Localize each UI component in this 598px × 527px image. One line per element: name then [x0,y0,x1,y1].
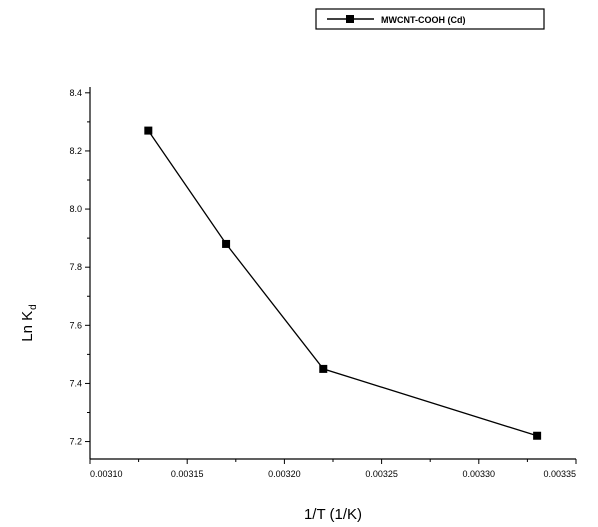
y-tick-label: 7.4 [69,378,82,388]
data-point [222,239,231,248]
x-tick-label: 0.00325 [365,469,398,479]
x-tick-label: 0.00330 [463,469,496,479]
y-axis-title-main: Ln K [19,311,36,342]
data-point [533,431,542,440]
x-tick-label: 0.00315 [171,469,204,479]
y-tick-label: 7.6 [69,320,82,330]
legend-marker [346,15,354,23]
legend-label: MWCNT-COOH (Cd) [381,15,465,25]
x-ticks: 0.00310 0.00315 0.00320 0.00325 0.00330 0.003… [89,459,577,479]
x-tick-label: 0.00335 [543,469,576,479]
y-axis-title-subscript: d [28,304,39,310]
series-group [144,126,542,440]
y-axis-title: Ln Kd [19,304,39,341]
x-tick-label: 0.00310 [90,469,123,479]
x-tick-label: 0.00320 [268,469,301,479]
y-tick-label: 8.0 [69,204,82,214]
plot-area: 7.27.47.67.88.08.28.4 0.00310 0.00315 0.00… [69,87,577,479]
series-line [147,130,538,437]
data-point [144,126,153,135]
y-tick-label: 7.2 [69,437,82,447]
data-point [319,364,328,373]
y-ticks: 7.2 7.4 7.6 7.8 8.0 8.2 8.4 [69,88,90,447]
y-tick-label: 8.4 [69,88,82,98]
legend-box [315,8,545,30]
y-tick-label: 7.8 [69,262,82,272]
y-tick-label: 8.2 [69,146,82,156]
legend: MWCNT-COOH (Cd) [315,8,545,30]
x-axis-title: 1/T (1/K) [304,506,362,523]
